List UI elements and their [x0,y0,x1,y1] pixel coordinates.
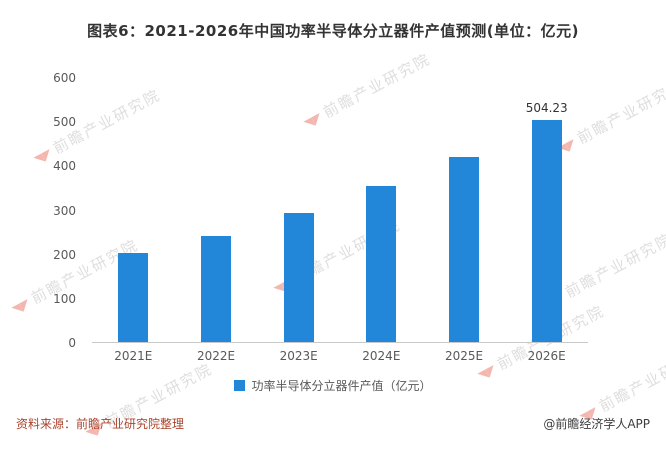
plot-area: 504.23 [92,78,588,343]
bar-slot [92,78,175,342]
y-tick-label: 600 [53,71,76,85]
bar-2023E [283,213,314,342]
y-tick-label: 0 [68,336,76,350]
x-tick-label: 2026E [527,349,566,363]
y-axis: 0 100 200 300 400 500 600 [34,71,82,350]
watermark-logo-icon: ◥◤ [9,296,33,318]
bar-2026E [531,120,562,342]
x-tick-label: 2025E [444,349,484,363]
credit-note: @前瞻经济学人APP [543,417,650,431]
bar-slot [175,78,258,342]
source-note: 资料来源：前瞻产业研究院整理 [16,417,185,431]
bar-2024E [366,185,397,342]
x-tick-label: 2021E [114,349,153,363]
bar-2021E [118,252,149,342]
y-tick-label: 300 [53,203,76,218]
bar-slot: 504.23 [505,78,588,342]
x-axis-labels: 2021E 2022E 2023E 2024E 2025E 2026E [92,349,588,363]
bar-2022E [201,235,231,342]
chart-legend: 功率半导体分立器件产值（亿元） [0,377,666,394]
bar-slot [340,78,423,342]
y-tick-label: 200 [53,247,76,262]
y-tick-label: 500 [53,115,76,130]
legend-swatch [234,380,246,391]
x-tick-label: 2022E [196,349,236,363]
x-tick-label: 2024E [362,349,401,363]
chart-title: 图表6：2021-2026年中国功率半导体分立器件产值预测(单位：亿元) [87,22,579,40]
bar-value-label: 504.23 [525,101,568,116]
y-tick-label: 400 [53,159,76,174]
bar-slot [257,78,340,342]
legend-label: 功率半导体分立器件产值（亿元） [251,379,432,393]
x-tick-label: 2023E [279,349,318,363]
bar-slot [423,78,506,342]
bar-2025E [449,156,480,342]
y-tick-label: 100 [53,291,76,306]
